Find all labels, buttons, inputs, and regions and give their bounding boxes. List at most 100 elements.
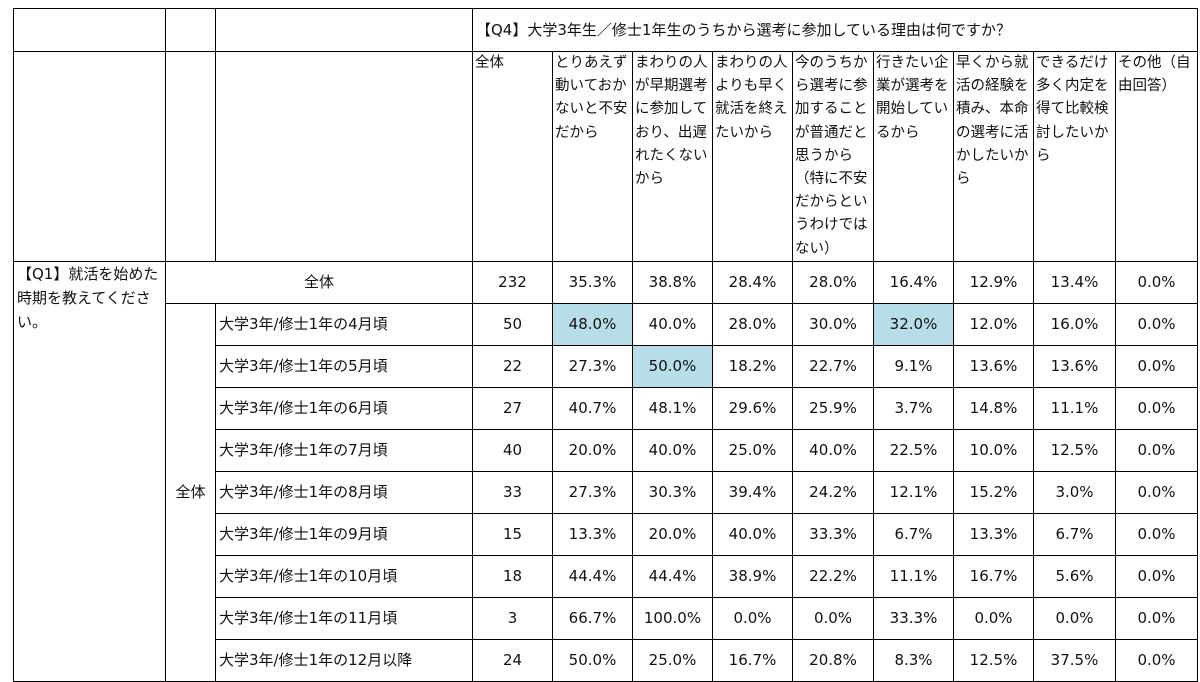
column-header: 全体 xyxy=(472,51,553,262)
value-cell: 0.0% xyxy=(1114,512,1199,556)
table-row: 大学3年/修士1年の11月頃 3 66.7% 100.0% 0.0% 0.0% 33.3% 0… xyxy=(14,596,1199,640)
value-cell: 8.3% xyxy=(873,638,954,682)
column-header: 今のうちから選考に参加することが普通だと思うから（特に不安だからというわけではな… xyxy=(792,51,874,262)
sample-size-cell: 232 xyxy=(472,260,553,304)
sample-size-cell: 22 xyxy=(472,344,553,388)
table-row: 大学3年/修士1年の6月頃 27 40.7% 48.1% 29.6% 25.9% 3.7% 1… xyxy=(14,386,1199,430)
value-cell: 25.0% xyxy=(712,428,793,472)
value-cell: 18.2% xyxy=(712,344,793,388)
value-cell: 40.7% xyxy=(552,386,633,430)
value-cell: 13.6% xyxy=(953,344,1034,388)
value-cell: 6.7% xyxy=(1033,512,1116,556)
value-cell: 20.0% xyxy=(632,512,713,556)
row-label: 大学3年/修士1年の9月頃 xyxy=(215,512,473,556)
group-label: 全体 xyxy=(165,302,216,682)
corner-cell xyxy=(215,8,473,52)
value-cell: 13.4% xyxy=(1033,260,1116,304)
row-question: 【Q1】就活を始めた時期を教えてください。 xyxy=(13,260,166,682)
value-cell: 33.3% xyxy=(792,512,874,556)
row-label: 大学3年/修士1年の12月以降 xyxy=(215,638,473,682)
sample-size-cell: 24 xyxy=(472,638,553,682)
value-cell: 28.0% xyxy=(792,260,874,304)
column-header: 早くから就活の経験を積み、本命の選考に活かしたいから xyxy=(953,51,1034,262)
value-cell: 0.0% xyxy=(1114,638,1199,682)
value-cell: 22.7% xyxy=(792,344,874,388)
corner-cell xyxy=(13,51,166,262)
value-cell: 33.3% xyxy=(873,596,954,640)
value-cell: 24.2% xyxy=(792,470,874,514)
sample-size-cell: 18 xyxy=(472,554,553,598)
value-cell: 0.0% xyxy=(1114,470,1199,514)
column-question: 【Q4】大学3年生／修士1年生のうちから選考に参加している理由は何ですか？ xyxy=(471,8,1199,52)
value-cell: 38.8% xyxy=(632,260,713,304)
value-cell: 22.2% xyxy=(792,554,874,598)
value-cell: 35.3% xyxy=(552,260,633,304)
value-cell: 12.5% xyxy=(953,638,1034,682)
sample-size-cell: 27 xyxy=(472,386,553,430)
value-cell: 3.7% xyxy=(873,386,954,430)
value-cell: 50.0% xyxy=(552,638,633,682)
row-label: 大学3年/修士1年の8月頃 xyxy=(215,470,473,514)
value-cell: 0.0% xyxy=(712,596,793,640)
sample-size-cell: 33 xyxy=(472,470,553,514)
row-label: 大学3年/修士1年の4月頃 xyxy=(215,302,473,346)
column-header: とりあえず動いておかないと不安だから xyxy=(552,51,633,262)
value-cell: 30.3% xyxy=(632,470,713,514)
value-cell: 22.5% xyxy=(873,428,954,472)
value-cell: 12.5% xyxy=(1033,428,1116,472)
value-cell: 12.9% xyxy=(953,260,1034,304)
highlighted-value-cell: 50.0% xyxy=(632,344,713,388)
value-cell: 0.0% xyxy=(1033,596,1116,640)
value-cell: 0.0% xyxy=(1114,428,1199,472)
value-cell: 29.6% xyxy=(712,386,793,430)
value-cell: 25.0% xyxy=(632,638,713,682)
value-cell: 39.4% xyxy=(712,470,793,514)
crosstab-table: 【Q4】大学3年生／修士1年生のうちから選考に参加している理由は何ですか？ 全体… xyxy=(13,8,1199,682)
value-cell: 66.7% xyxy=(552,596,633,640)
value-cell: 13.3% xyxy=(552,512,633,556)
value-cell: 40.0% xyxy=(712,512,793,556)
highlighted-value-cell: 32.0% xyxy=(873,302,954,346)
value-cell: 27.3% xyxy=(552,344,633,388)
value-cell: 16.4% xyxy=(873,260,954,304)
value-cell: 28.0% xyxy=(712,302,793,346)
value-cell: 3.0% xyxy=(1033,470,1116,514)
value-cell: 30.0% xyxy=(792,302,874,346)
table-row: 全体 大学3年/修士1年の4月頃 50 48.0% 40.0% 28.0% 30.0% 32.… xyxy=(14,302,1199,682)
value-cell: 11.1% xyxy=(873,554,954,598)
value-cell: 16.7% xyxy=(953,554,1034,598)
value-cell: 48.1% xyxy=(632,386,713,430)
value-cell: 0.0% xyxy=(1114,302,1199,346)
table-row-total: 【Q1】就活を始めた時期を教えてください。 全体 232 35.3% 38.8% 28.4… xyxy=(13,260,1199,682)
highlighted-value-cell: 48.0% xyxy=(552,302,633,346)
column-header: その他（自由回答） xyxy=(1114,51,1199,262)
value-cell: 28.4% xyxy=(712,260,793,304)
value-cell: 0.0% xyxy=(953,596,1034,640)
value-cell: 0.0% xyxy=(1114,260,1199,304)
column-header: まわりの人が早期選考に参加しており、出遅れたくないから xyxy=(632,51,713,262)
table-row: 大学3年/修士1年の10月頃 18 44.4% 44.4% 38.9% 22.2% 11.1… xyxy=(14,554,1199,598)
corner-cell xyxy=(13,8,166,52)
value-cell: 13.3% xyxy=(953,512,1034,556)
row-label: 大学3年/修士1年の5月頃 xyxy=(215,344,473,388)
value-cell: 40.0% xyxy=(792,428,874,472)
value-cell: 16.7% xyxy=(712,638,793,682)
value-cell: 44.4% xyxy=(632,554,713,598)
value-cell: 10.0% xyxy=(953,428,1034,472)
corner-cell xyxy=(165,8,216,52)
value-cell: 9.1% xyxy=(873,344,954,388)
column-header: まわりの人よりも早く就活を終えたいから xyxy=(712,51,793,262)
column-header: できるだけ多く内定を得て比較検討したいから xyxy=(1033,51,1116,262)
value-cell: 100.0% xyxy=(632,596,713,640)
value-cell: 6.7% xyxy=(873,512,954,556)
value-cell: 38.9% xyxy=(712,554,793,598)
row-label: 大学3年/修士1年の11月頃 xyxy=(215,596,473,640)
corner-cell xyxy=(215,51,473,262)
value-cell: 0.0% xyxy=(1114,386,1199,430)
row-label: 大学3年/修士1年の10月頃 xyxy=(215,554,473,598)
corner-cell xyxy=(165,51,216,262)
value-cell: 13.6% xyxy=(1033,344,1116,388)
sample-size-cell: 15 xyxy=(472,512,553,556)
value-cell: 37.5% xyxy=(1033,638,1116,682)
question-row: 【Q4】大学3年生／修士1年生のうちから選考に参加している理由は何ですか？ xyxy=(13,8,1199,52)
